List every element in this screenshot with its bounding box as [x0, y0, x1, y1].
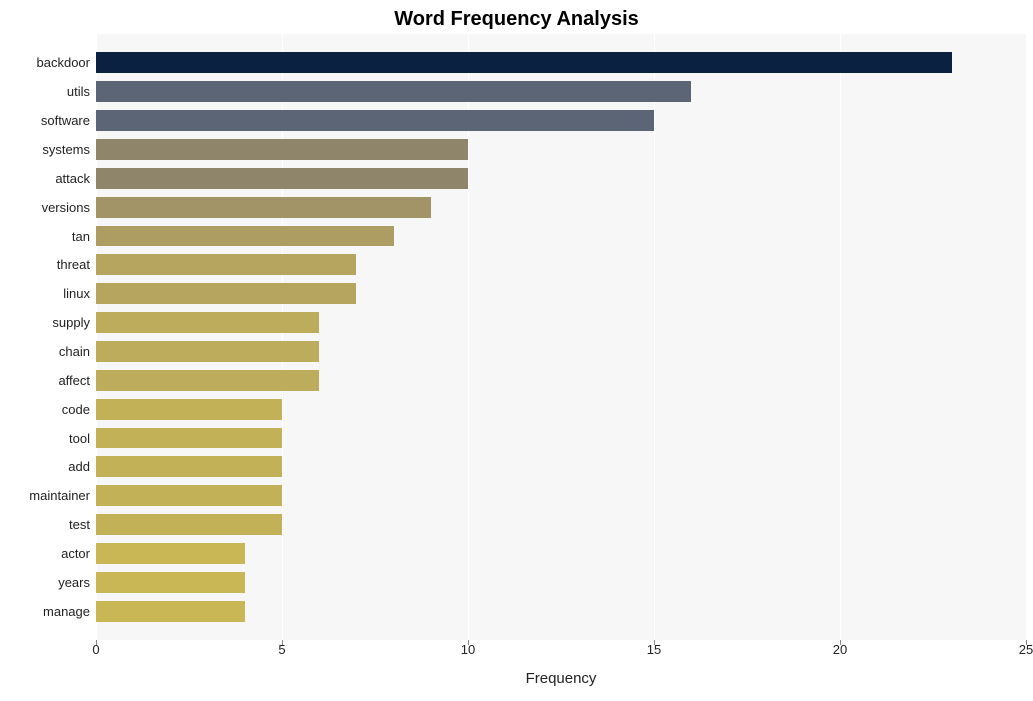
- bar: [96, 514, 282, 535]
- y-axis-label: backdoor: [0, 56, 90, 69]
- word-frequency-chart: Word Frequency Analysis backdoor utils sof…: [0, 0, 1033, 701]
- y-axis-label: test: [0, 518, 90, 531]
- y-axis-label: affect: [0, 374, 90, 387]
- y-axis-label: threat: [0, 258, 90, 271]
- chart-title: Word Frequency Analysis: [0, 8, 1033, 31]
- y-axis-label: tool: [0, 432, 90, 445]
- y-axis-label: software: [0, 114, 90, 127]
- x-tick-labels: 0510152025: [96, 642, 1026, 662]
- bar: [96, 254, 356, 275]
- bar: [96, 572, 245, 593]
- x-tick-label: 20: [833, 642, 847, 657]
- y-axis-label: actor: [0, 547, 90, 560]
- y-axis-label: manage: [0, 605, 90, 618]
- y-axis-label: tan: [0, 230, 90, 243]
- bar: [96, 197, 431, 218]
- bar: [96, 456, 282, 477]
- bar: [96, 485, 282, 506]
- bar: [96, 110, 654, 131]
- bar: [96, 543, 245, 564]
- y-axis-label: code: [0, 403, 90, 416]
- y-axis-labels: backdoor utils software systems attack versio…: [0, 34, 96, 640]
- plot-area: [96, 34, 1026, 640]
- y-axis-label: maintainer: [0, 489, 90, 502]
- x-tick-label: 5: [278, 642, 285, 657]
- y-axis-label: years: [0, 576, 90, 589]
- bar: [96, 428, 282, 449]
- y-axis-label: systems: [0, 143, 90, 156]
- bar: [96, 370, 319, 391]
- y-axis-label: utils: [0, 85, 90, 98]
- bar: [96, 52, 952, 73]
- y-axis-label: linux: [0, 287, 90, 300]
- bar: [96, 81, 691, 102]
- x-tick-label: 25: [1019, 642, 1033, 657]
- y-axis-label: chain: [0, 345, 90, 358]
- bar: [96, 312, 319, 333]
- grid-line: [654, 34, 655, 640]
- x-tick-label: 10: [461, 642, 475, 657]
- y-axis-label: add: [0, 460, 90, 473]
- bar: [96, 226, 394, 247]
- x-tick-label: 15: [647, 642, 661, 657]
- grid-line: [1026, 34, 1027, 640]
- x-axis-title: Frequency: [96, 670, 1026, 687]
- bar: [96, 341, 319, 362]
- bar: [96, 168, 468, 189]
- x-tick-label: 0: [92, 642, 99, 657]
- grid-line: [840, 34, 841, 640]
- bar: [96, 601, 245, 622]
- bar: [96, 283, 356, 304]
- y-axis-label: supply: [0, 316, 90, 329]
- bar: [96, 139, 468, 160]
- bar: [96, 399, 282, 420]
- y-axis-label: attack: [0, 172, 90, 185]
- y-axis-label: versions: [0, 201, 90, 214]
